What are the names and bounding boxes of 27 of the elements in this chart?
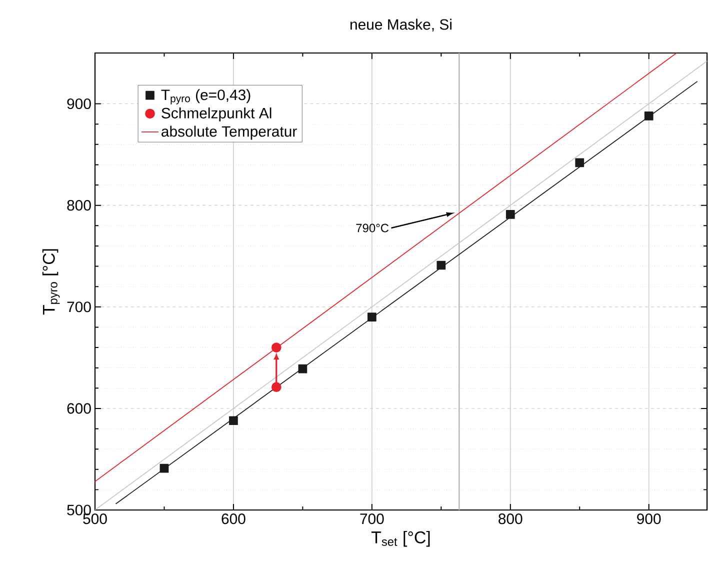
y-tick-label: 900	[67, 98, 91, 110]
point	[271, 342, 282, 352]
point	[271, 382, 282, 392]
x-tick-label: 800	[498, 514, 522, 524]
point	[229, 416, 238, 426]
annotation: 790°C	[356, 224, 389, 232]
legend-label: T$_{pyro}$ (e=0,43)	[161, 89, 250, 104]
point	[644, 112, 654, 120]
legend-label: absolute Temperatur	[162, 126, 297, 140]
x-axis-title: T$_{set}$ [°C]	[371, 530, 430, 547]
point	[298, 364, 308, 374]
point	[436, 260, 446, 270]
point	[506, 210, 515, 219]
y-tick-label: 800	[67, 200, 91, 211]
y-tick-label: 700	[67, 302, 91, 312]
x-tick-label: 600	[222, 514, 246, 524]
y-tick-label: 600	[67, 403, 91, 414]
point	[160, 464, 169, 473]
point	[575, 158, 584, 168]
chart-title: neue Maske, Si	[350, 18, 452, 32]
y-tick-label: 500	[67, 504, 91, 516]
x-tick-label: 700	[360, 514, 384, 524]
point	[367, 312, 376, 322]
x-tick-label: 500	[83, 514, 107, 524]
x-tick-label: 900	[637, 514, 661, 524]
y-axis-title: T$_{pyro}$ [°C]	[42, 249, 60, 315]
legend-label: Schmelzpunkt Al	[162, 107, 272, 122]
